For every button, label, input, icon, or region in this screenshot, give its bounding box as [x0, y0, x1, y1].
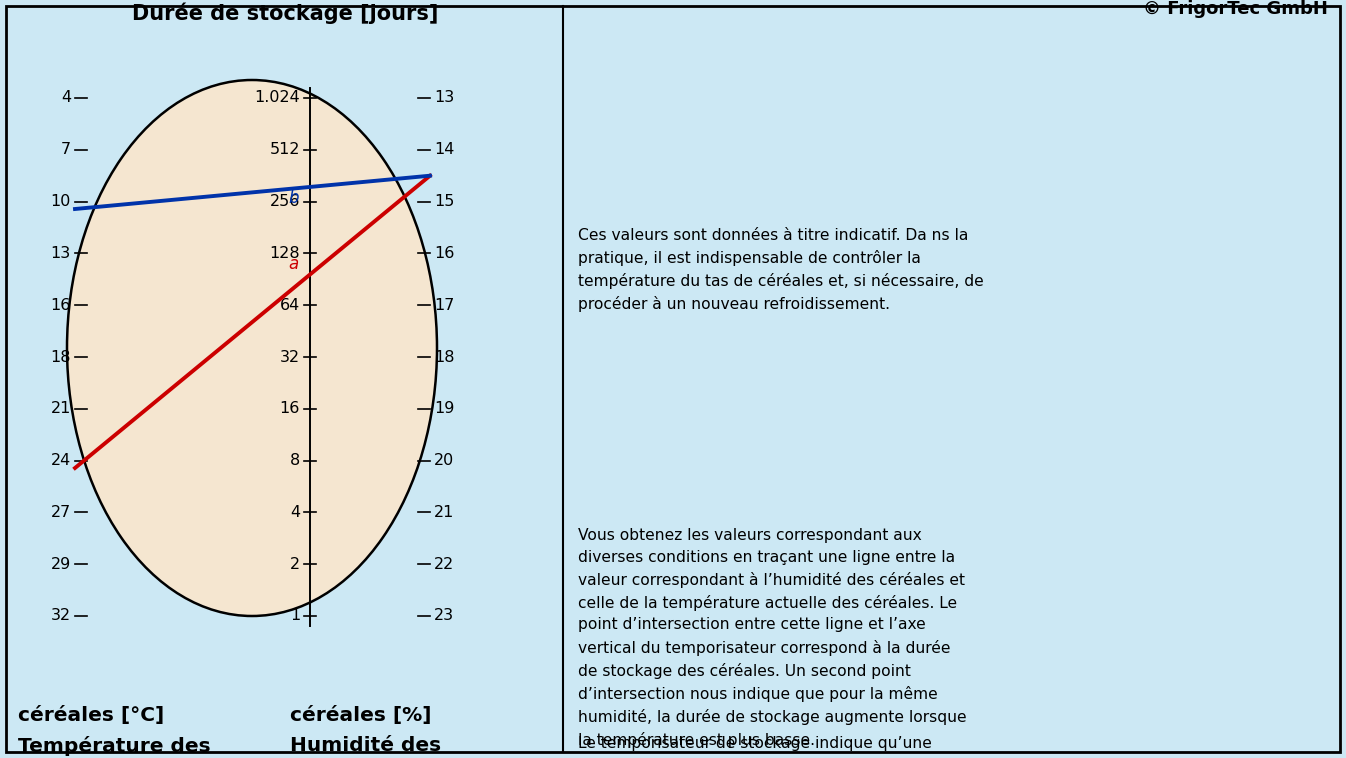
Text: 27: 27 [51, 505, 71, 520]
Text: 4: 4 [289, 505, 300, 520]
Ellipse shape [67, 80, 437, 616]
Text: 1.024: 1.024 [254, 90, 300, 105]
Text: 19: 19 [433, 401, 455, 416]
Text: 29: 29 [51, 556, 71, 572]
Text: Durée de stockage [jours]: Durée de stockage [jours] [132, 2, 439, 24]
Text: 13: 13 [433, 90, 454, 105]
Text: 20: 20 [433, 453, 454, 468]
Text: Ces valeurs sont données à titre indicatif. Da ns la
pratique, il est indispensa: Ces valeurs sont données à titre indicat… [577, 228, 984, 312]
Text: 1: 1 [289, 609, 300, 624]
Text: 32: 32 [51, 609, 71, 624]
Text: 512: 512 [269, 143, 300, 158]
Text: 14: 14 [433, 143, 455, 158]
Text: 18: 18 [433, 349, 455, 365]
Text: 15: 15 [433, 194, 455, 209]
Text: 10: 10 [51, 194, 71, 209]
Text: 256: 256 [269, 194, 300, 209]
Text: 7: 7 [61, 143, 71, 158]
Text: Humidité des: Humidité des [289, 736, 441, 755]
Text: 17: 17 [433, 298, 455, 313]
Text: 23: 23 [433, 609, 454, 624]
Text: 18: 18 [51, 349, 71, 365]
Text: Le temporisateur de stockage indique qu’une
baisse de 24 °C à 10 °C de la tempér: Le temporisateur de stockage indique qu’… [577, 736, 965, 758]
Text: céréales [%]: céréales [%] [289, 706, 432, 725]
Text: 16: 16 [433, 246, 455, 261]
Text: 16: 16 [51, 298, 71, 313]
Text: 16: 16 [280, 401, 300, 416]
Text: 4: 4 [61, 90, 71, 105]
Text: 13: 13 [51, 246, 71, 261]
Text: céréales [°C]: céréales [°C] [17, 706, 164, 725]
Text: © FrigorTec GmbH: © FrigorTec GmbH [1143, 0, 1329, 18]
Text: 22: 22 [433, 556, 454, 572]
Text: a: a [288, 255, 299, 273]
Text: Température des: Température des [17, 736, 210, 756]
Text: 64: 64 [280, 298, 300, 313]
Text: 21: 21 [51, 401, 71, 416]
Text: Vous obtenez les valeurs correspondant aux
diverses conditions en traçant une li: Vous obtenez les valeurs correspondant a… [577, 528, 966, 748]
Text: 32: 32 [280, 349, 300, 365]
Text: 21: 21 [433, 505, 455, 520]
Text: b: b [288, 189, 299, 207]
Text: 24: 24 [51, 453, 71, 468]
Text: 2: 2 [289, 556, 300, 572]
Text: 8: 8 [289, 453, 300, 468]
Text: 128: 128 [269, 246, 300, 261]
